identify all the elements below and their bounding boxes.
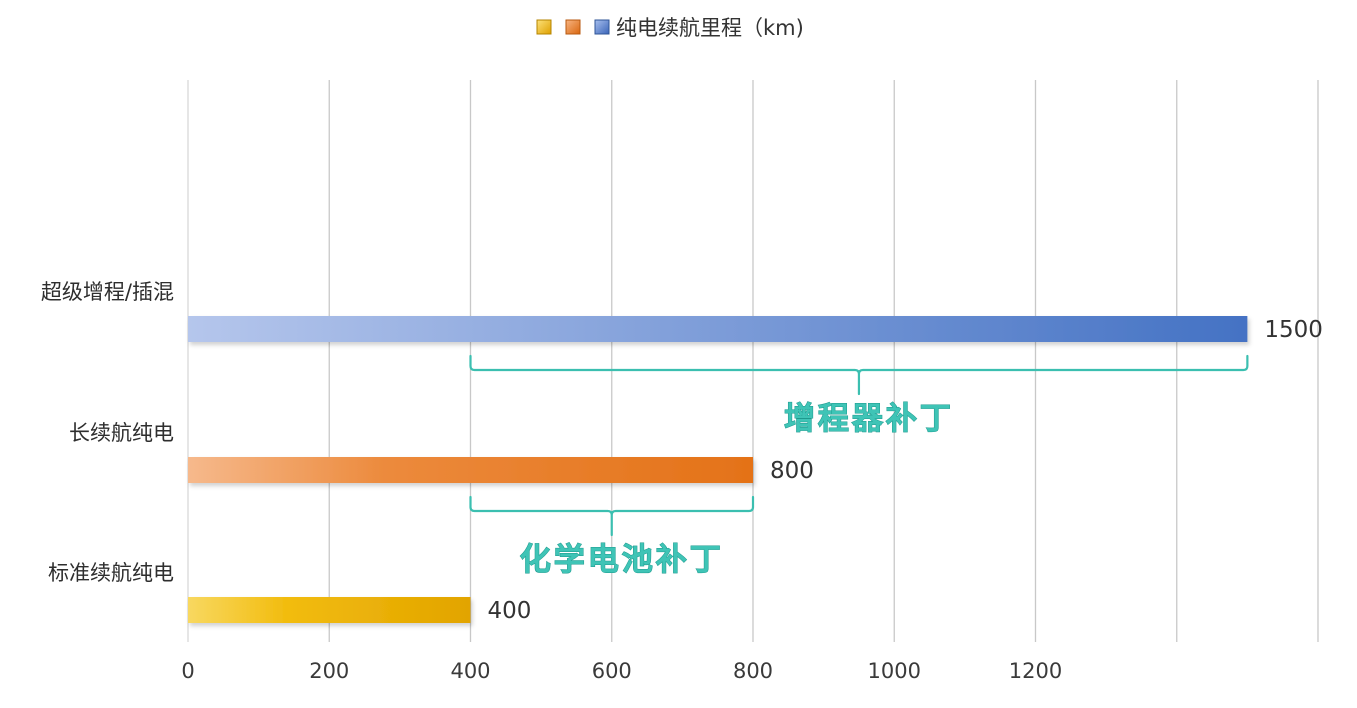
category-label-2: 长续航纯电 [69, 421, 174, 445]
bar-2 [188, 457, 753, 483]
x-tick-label-600: 600 [592, 659, 632, 683]
annotation-brace-2 [469, 495, 755, 537]
legend-swatch-blue [594, 19, 610, 35]
x-tick-label-200: 200 [309, 659, 349, 683]
legend-swatch-orange [565, 19, 581, 35]
x-tick-label-800: 800 [733, 659, 773, 683]
gridlines [187, 80, 1319, 642]
value-label-1: 1500 [1264, 317, 1323, 343]
category-label-1: 超级增程/插混 [41, 280, 174, 304]
annotation-brace-1 [469, 354, 1249, 396]
legend-label: 纯电续航里程（km) [616, 16, 804, 40]
category-label-3: 标准续航纯电 [48, 561, 174, 585]
annotation-label-2: 化学电池补丁 [520, 542, 724, 578]
legend: 纯电续航里程（km) [536, 16, 804, 40]
bar-3 [188, 597, 471, 623]
x-tick-label-1000: 1000 [868, 659, 921, 683]
value-labels: 1500 800 400 [488, 317, 1323, 624]
bar-1 [188, 316, 1248, 342]
annotation-label-1: 增程器补丁 [784, 401, 954, 437]
x-axis-ticks: 0 200 400 600 800 1000 1200 [181, 659, 1062, 683]
legend-swatch-yellow [536, 19, 552, 35]
value-label-3: 400 [488, 598, 532, 624]
x-tick-label-400: 400 [450, 659, 490, 683]
bars [188, 316, 1248, 623]
value-label-2: 800 [770, 458, 814, 484]
x-tick-label-1200: 1200 [1009, 659, 1062, 683]
x-tick-label-0: 0 [181, 659, 194, 683]
